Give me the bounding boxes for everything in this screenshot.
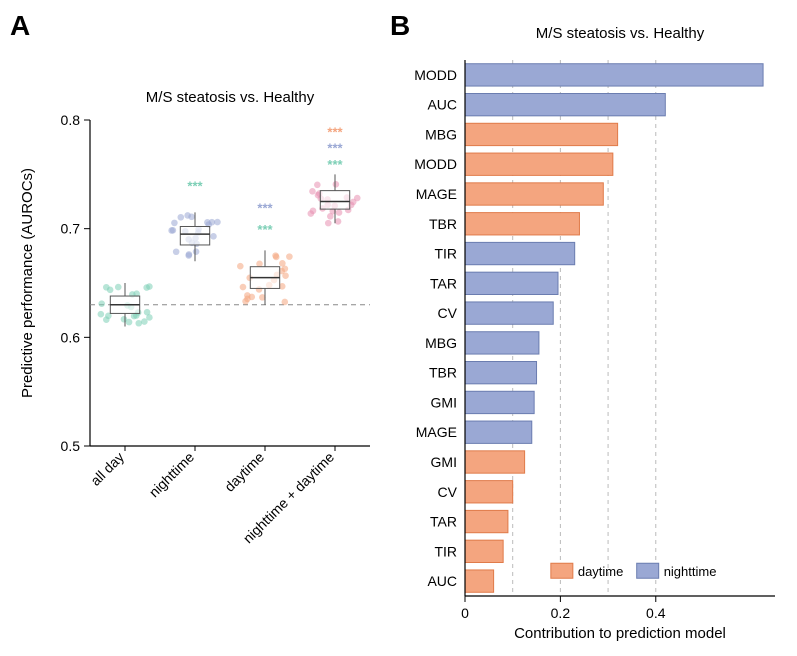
svg-text:M/S steatosis vs. Healthy: M/S steatosis vs. Healthy bbox=[536, 25, 705, 42]
svg-text:MODD: MODD bbox=[414, 156, 457, 172]
svg-text:daytime: daytime bbox=[578, 564, 624, 579]
panel-b-label: B bbox=[390, 10, 410, 42]
svg-text:AUC: AUC bbox=[427, 97, 457, 113]
panel-b: B M/S steatosis vs. Healthy MODD AUC MBG MOD… bbox=[390, 10, 790, 646]
svg-text:CV: CV bbox=[438, 484, 458, 500]
svg-text:***: *** bbox=[257, 222, 273, 237]
svg-text:AUC: AUC bbox=[427, 573, 457, 589]
svg-text:nighttime: nighttime bbox=[664, 564, 717, 579]
svg-text:TAR: TAR bbox=[430, 514, 457, 530]
svg-text:***: *** bbox=[327, 157, 343, 172]
svg-text:Contribution to prediction mod: Contribution to prediction model bbox=[514, 625, 726, 642]
svg-text:GMI: GMI bbox=[431, 394, 457, 410]
svg-text:0.6: 0.6 bbox=[61, 329, 81, 345]
svg-text:***: *** bbox=[327, 124, 343, 139]
svg-text:all day: all day bbox=[87, 449, 127, 489]
svg-text:TAR: TAR bbox=[430, 275, 457, 291]
svg-text:0.5: 0.5 bbox=[61, 438, 81, 454]
svg-text:TIR: TIR bbox=[434, 543, 457, 559]
svg-text:***: *** bbox=[257, 200, 273, 215]
panel-a: A M/S steatosis vs. Healthy 0.5 0.6 0.7 0.8 P… bbox=[10, 10, 390, 646]
svg-text:CV: CV bbox=[438, 305, 458, 321]
contribution-barchart: M/S steatosis vs. Healthy MODD AUC MBG MODD M… bbox=[390, 10, 790, 646]
svg-text:Predictive performance (AUROCs: Predictive performance (AUROCs) bbox=[19, 168, 36, 398]
svg-text:0.7: 0.7 bbox=[61, 221, 81, 237]
auroc-boxplot: M/S steatosis vs. Healthy 0.5 0.6 0.7 0.8 Pre… bbox=[10, 10, 390, 646]
panel-a-label: A bbox=[10, 10, 30, 42]
svg-text:GMI: GMI bbox=[431, 454, 457, 470]
svg-text:M/S steatosis vs. Healthy: M/S steatosis vs. Healthy bbox=[146, 89, 315, 106]
svg-text:MAGE: MAGE bbox=[416, 424, 457, 440]
svg-text:nighttime: nighttime bbox=[146, 449, 198, 501]
svg-text:***: *** bbox=[187, 179, 203, 194]
svg-text:0.2: 0.2 bbox=[551, 605, 571, 621]
svg-text:***: *** bbox=[327, 141, 343, 156]
svg-text:daytime: daytime bbox=[221, 449, 267, 495]
svg-text:TBR: TBR bbox=[429, 216, 457, 232]
svg-text:0: 0 bbox=[461, 605, 469, 621]
svg-text:MBG: MBG bbox=[425, 126, 457, 142]
svg-text:MODD: MODD bbox=[414, 67, 457, 83]
svg-text:TBR: TBR bbox=[429, 365, 457, 381]
svg-text:MAGE: MAGE bbox=[416, 186, 457, 202]
svg-text:0.8: 0.8 bbox=[61, 112, 81, 128]
svg-text:MBG: MBG bbox=[425, 335, 457, 351]
svg-text:TIR: TIR bbox=[434, 246, 457, 262]
svg-text:0.4: 0.4 bbox=[646, 605, 666, 621]
